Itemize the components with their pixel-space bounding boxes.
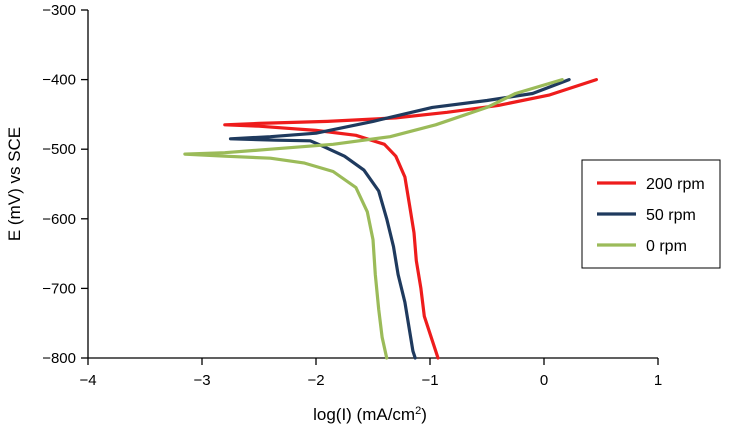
y-tick-label: −600: [42, 211, 76, 228]
x-axis: −4 −3 −2 −1 0 1: [79, 357, 662, 389]
x-tick-label: 0: [540, 372, 548, 389]
legend-label-200-rpm: 200 rpm: [646, 176, 705, 193]
x-axis-label-superscript: 2: [415, 405, 421, 417]
y-axis-label: E (mV) vs SCE: [5, 127, 24, 241]
series-line-0-rpm: [183, 77, 564, 360]
x-axis-label-main: log(I) (mA/cm: [313, 405, 415, 424]
series-lines: [183, 77, 599, 360]
legend: 200 rpm 50 rpm 0 rpm: [581, 159, 721, 269]
legend-label-50-rpm: 50 rpm: [646, 207, 696, 224]
legend-entries: 200 rpm 50 rpm 0 rpm: [597, 176, 705, 255]
x-tick-label: −3: [193, 372, 210, 389]
y-tick-label: −800: [42, 350, 76, 367]
y-tick-label: −500: [42, 141, 76, 158]
y-tick-label: −400: [42, 72, 76, 89]
x-tick-label: −4: [79, 372, 96, 389]
x-tick-label: −1: [421, 372, 438, 389]
y-tick-label: −300: [42, 2, 76, 19]
x-axis-label-suffix: ): [421, 405, 427, 424]
x-tick-label: 1: [654, 372, 662, 389]
x-tick-label: −2: [307, 372, 324, 389]
y-tick-label: −700: [42, 280, 76, 297]
y-axis: −800 −700 −600 −500 −400 −300: [42, 2, 89, 367]
legend-label-0-rpm: 0 rpm: [646, 238, 687, 255]
series-line-200-rpm: [223, 77, 599, 360]
x-axis-label: log(I) (mA/cm2): [313, 405, 427, 424]
